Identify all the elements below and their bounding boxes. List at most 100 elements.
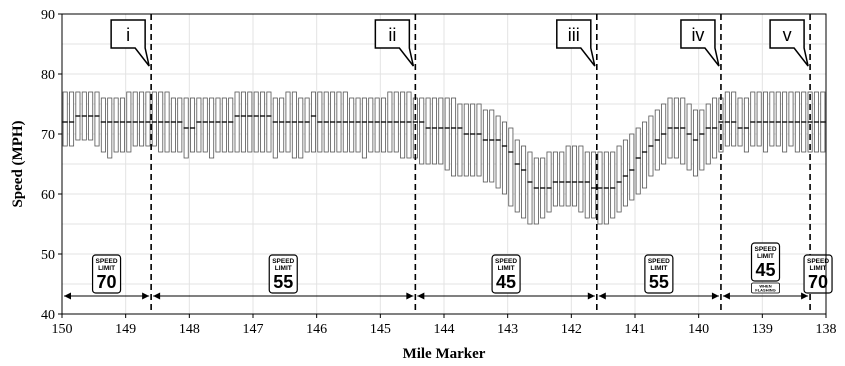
box-mark xyxy=(62,91,68,147)
box-mark xyxy=(310,91,316,153)
box-mark xyxy=(629,133,635,201)
box-mark xyxy=(298,97,304,159)
box-mark xyxy=(457,103,463,177)
box-mark xyxy=(501,121,507,195)
box-mark xyxy=(291,91,297,159)
box-mark xyxy=(775,91,781,147)
speed-limit-sign xyxy=(91,254,122,294)
zone-arrow-head-right xyxy=(801,292,809,300)
box-mark xyxy=(572,145,578,207)
box-mark xyxy=(533,157,539,225)
box-mark xyxy=(756,91,762,147)
box-mark xyxy=(616,145,622,213)
sign-value-text: 70 xyxy=(97,272,117,292)
box-mark xyxy=(139,91,145,147)
box-mark xyxy=(145,91,151,147)
box-mark xyxy=(591,151,597,219)
callout-label: iii xyxy=(568,25,580,45)
zone-arrow-head-left xyxy=(598,292,606,300)
box-mark xyxy=(495,115,501,189)
zone-arrow-head-right xyxy=(142,292,150,300)
box-mark xyxy=(215,97,221,153)
box-mark xyxy=(419,97,425,165)
box-mark xyxy=(737,97,743,147)
sign-top-text: SPEED xyxy=(754,246,776,253)
box-mark xyxy=(374,97,380,153)
box-mark xyxy=(151,91,157,147)
sign-top-text: SPEED xyxy=(807,258,829,265)
x-tick-label: 140 xyxy=(688,322,709,337)
y-tick-label: 80 xyxy=(41,68,55,83)
y-tick-label: 70 xyxy=(41,128,55,143)
sign-value-text: 45 xyxy=(496,272,516,292)
y-tick-label: 90 xyxy=(41,8,55,23)
box-mark xyxy=(228,97,234,153)
box-mark xyxy=(196,97,202,153)
box-mark xyxy=(680,97,686,165)
zone-arrow-head-right xyxy=(587,292,595,300)
zone-arrow-head-left xyxy=(153,292,161,300)
box-mark xyxy=(234,91,240,153)
box-mark xyxy=(635,127,641,195)
box-mark xyxy=(361,97,367,159)
x-axis-title: Mile Marker xyxy=(403,346,486,362)
box-mark xyxy=(107,97,113,159)
box-mark xyxy=(482,109,488,183)
box-mark xyxy=(451,97,457,177)
box-mark xyxy=(119,97,125,153)
box-mark xyxy=(559,151,565,207)
box-mark xyxy=(692,109,698,177)
x-tick-label: 148 xyxy=(179,322,200,337)
box-mark xyxy=(622,139,628,207)
box-mark xyxy=(355,97,361,153)
speed-limit-zones: SPEEDLIMIT70SPEEDLIMIT55SPEEDLIMIT45SPEE… xyxy=(64,242,833,300)
box-mark xyxy=(69,91,75,147)
box-mark xyxy=(476,103,482,177)
box-mark xyxy=(349,97,355,153)
speed-limit-sign xyxy=(803,254,833,294)
y-tick-label: 40 xyxy=(41,308,55,323)
speed-limit-sign xyxy=(644,254,674,294)
sign-mid-text: LIMIT xyxy=(810,265,827,272)
axis-ticks: 150 149 148 147 146 145 144 143 142 141 140 139 138 4… xyxy=(41,8,837,337)
box-mark xyxy=(552,151,558,207)
box-mark xyxy=(400,91,406,159)
box-mark xyxy=(438,97,444,165)
box-mark xyxy=(578,145,584,213)
box-mark xyxy=(724,91,730,147)
box-mark xyxy=(521,145,527,219)
y-axis-title: Speed (MPH) xyxy=(10,120,26,207)
box-mark xyxy=(514,139,520,213)
zone-arrow-head-right xyxy=(406,292,414,300)
callout-label: ii xyxy=(388,25,396,45)
x-tick-label: 142 xyxy=(561,322,582,337)
box-mark xyxy=(705,103,711,165)
box-mark xyxy=(731,91,737,147)
box-mark xyxy=(266,91,272,153)
x-tick-label: 139 xyxy=(752,322,773,337)
y-tick-label: 50 xyxy=(41,248,55,263)
box-mark xyxy=(368,97,374,153)
callout-label: i xyxy=(126,25,130,45)
box-mark xyxy=(94,91,100,147)
zone-boundaries: i ii iii iv v xyxy=(110,14,811,314)
x-tick-label: 141 xyxy=(625,322,646,337)
box-mark xyxy=(304,97,310,153)
x-tick-label: 150 xyxy=(52,322,73,337)
box-mark xyxy=(584,151,590,219)
sign-mid-text: LIMIT xyxy=(498,265,515,272)
grid-lines xyxy=(61,13,827,315)
box-mark xyxy=(240,91,246,153)
box-mark xyxy=(170,97,176,153)
x-tick-label: 143 xyxy=(497,322,518,337)
box-mark xyxy=(431,97,437,165)
box-mark xyxy=(202,97,208,153)
zone-arrow-head-left xyxy=(722,292,730,300)
box-mark xyxy=(272,97,278,159)
box-mark xyxy=(546,151,552,213)
box-mark xyxy=(381,97,387,153)
callout-box xyxy=(110,19,150,67)
box-mark xyxy=(209,97,215,159)
x-tick-label: 147 xyxy=(243,322,264,337)
box-mark xyxy=(177,97,183,153)
